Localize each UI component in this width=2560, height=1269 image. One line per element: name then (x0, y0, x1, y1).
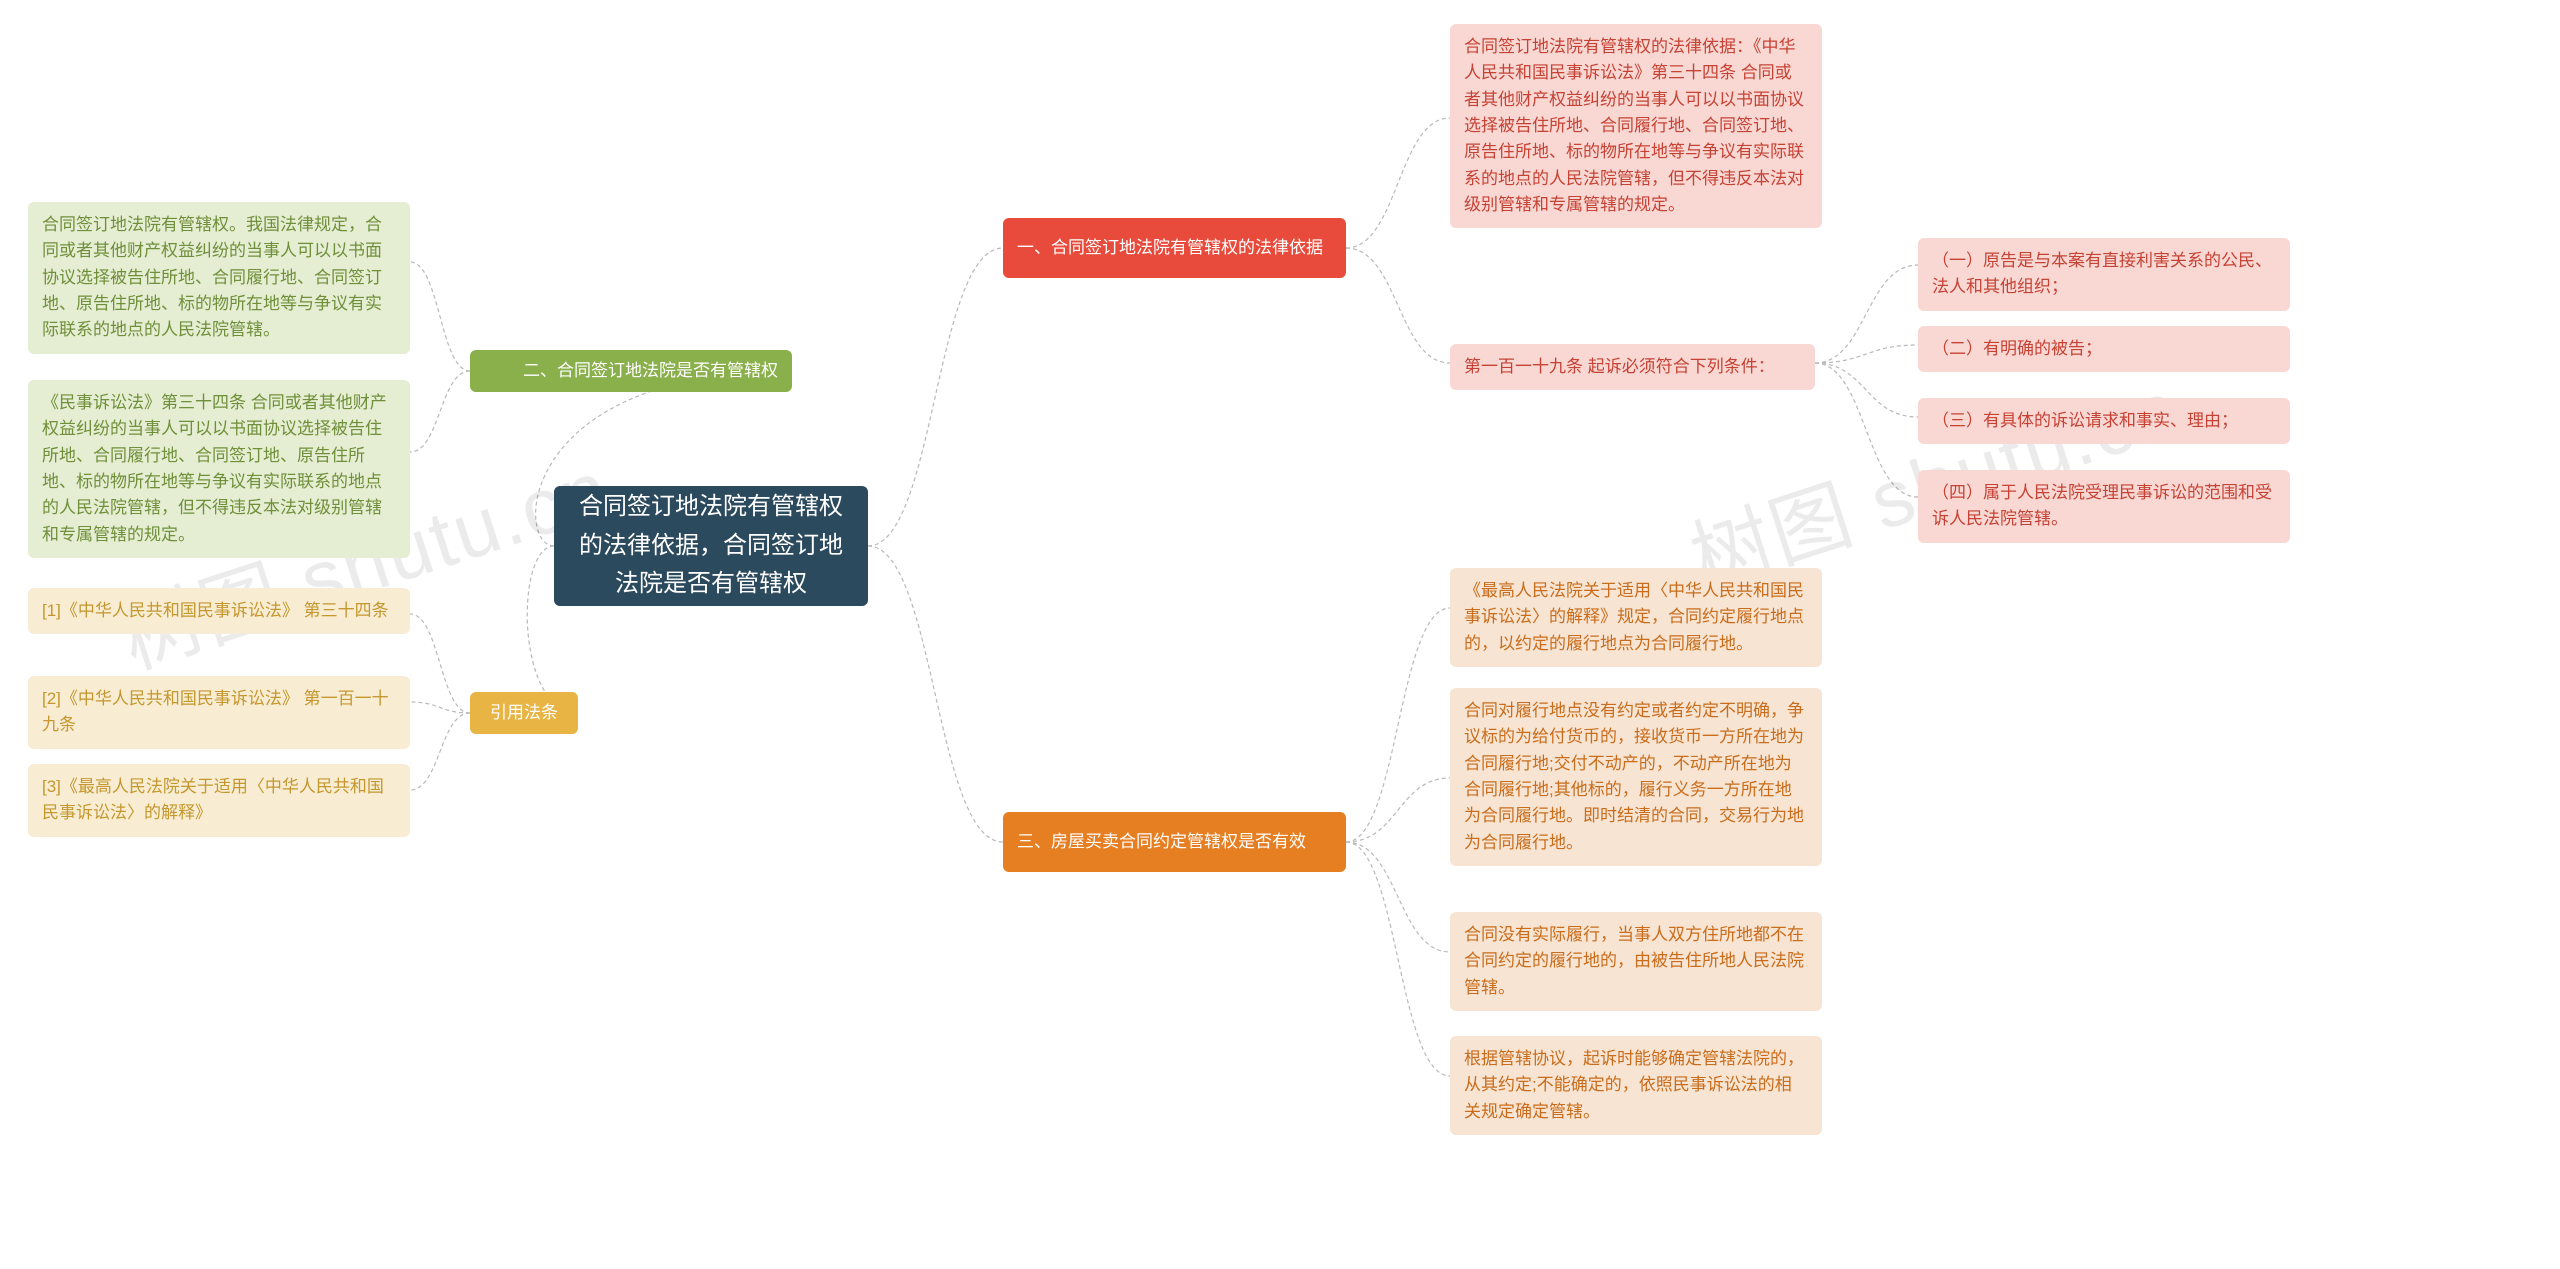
branch-3-leaf-2: 合同对履行地点没有约定或者约定不明确，争议标的为给付货币的，接收货币一方所在地为… (1450, 688, 1822, 866)
branch-1: 一、合同签订地法院有管辖权的法律依据 (1003, 218, 1346, 278)
mindmap-connectors (0, 0, 2560, 1269)
branch-1-leaf-1: 合同签订地法院有管辖权的法律依据：《中华人民共和国民事诉讼法》第三十四条 合同或… (1450, 24, 1822, 228)
branch-4-leaf-1: [1]《中华人民共和国民事诉讼法》 第三十四条 (28, 588, 410, 634)
branch-3: 三、房屋买卖合同约定管辖权是否有效 (1003, 812, 1346, 872)
root-node: 合同签订地法院有管辖权的法律依据，合同签订地法院是否有管辖权 (554, 486, 868, 606)
branch-4: 引用法条 (470, 692, 578, 734)
branch-1-sub-3: （三）有具体的诉讼请求和事实、理由； (1918, 398, 2290, 444)
branch-2-leaf-2: 《民事诉讼法》第三十四条 合同或者其他财产权益纠纷的当事人可以以书面协议选择被告… (28, 380, 410, 558)
branch-2: 二、合同签订地法院是否有管辖权 (470, 350, 792, 392)
branch-4-leaf-2: [2]《中华人民共和国民事诉讼法》 第一百一十九条 (28, 676, 410, 749)
branch-2-leaf-1: 合同签订地法院有管辖权。我国法律规定，合同或者其他财产权益纠纷的当事人可以以书面… (28, 202, 410, 354)
branch-3-leaf-3: 合同没有实际履行，当事人双方住所地都不在合同约定的履行地的，由被告住所地人民法院… (1450, 912, 1822, 1011)
branch-1-sub-1: （一）原告是与本案有直接利害关系的公民、法人和其他组织； (1918, 238, 2290, 311)
branch-4-leaf-3: [3]《最高人民法院关于适用〈中华人民共和国民事诉讼法〉的解释》 (28, 764, 410, 837)
branch-1-sub-2: （二）有明确的被告； (1918, 326, 2290, 372)
branch-1-leaf-2: 第一百一十九条 起诉必须符合下列条件： (1450, 344, 1815, 390)
branch-3-leaf-1: 《最高人民法院关于适用〈中华人民共和国民事诉讼法〉的解释》规定，合同约定履行地点… (1450, 568, 1822, 667)
branch-1-sub-4: （四）属于人民法院受理民事诉讼的范围和受诉人民法院管辖。 (1918, 470, 2290, 543)
branch-3-leaf-4: 根据管辖协议，起诉时能够确定管辖法院的，从其约定;不能确定的，依照民事诉讼法的相… (1450, 1036, 1822, 1135)
